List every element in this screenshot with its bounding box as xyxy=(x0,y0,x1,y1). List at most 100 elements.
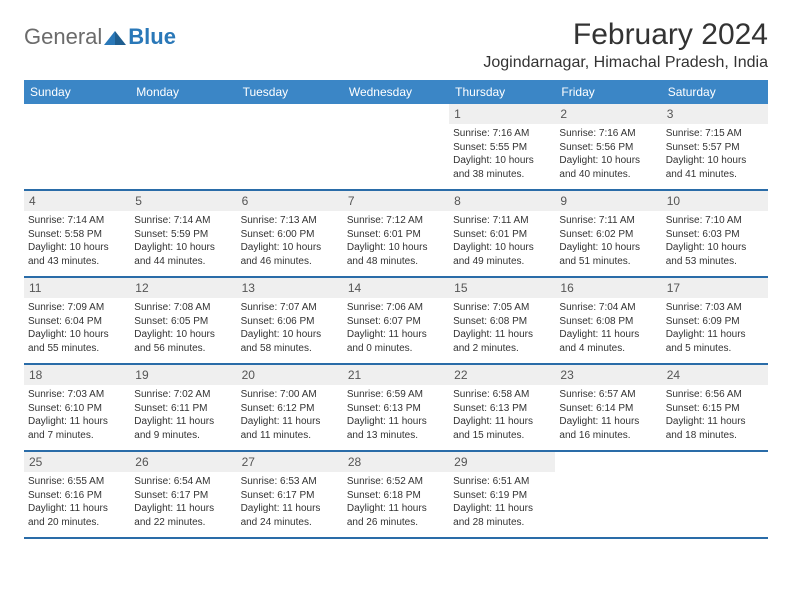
daylight-line: Daylight: 11 hours and 2 minutes. xyxy=(453,328,551,355)
sunrise-line: Sunrise: 7:09 AM xyxy=(28,301,126,315)
month-title: February 2024 xyxy=(483,18,768,52)
sunset-line: Sunset: 5:55 PM xyxy=(453,141,551,155)
sunset-line: Sunset: 6:04 PM xyxy=(28,315,126,329)
weekday-label: Saturday xyxy=(662,80,768,104)
daylight-line: Daylight: 11 hours and 7 minutes. xyxy=(28,415,126,442)
daylight-line: Daylight: 11 hours and 0 minutes. xyxy=(347,328,445,355)
calendar: Sunday Monday Tuesday Wednesday Thursday… xyxy=(24,80,768,539)
daylight-line: Daylight: 10 hours and 55 minutes. xyxy=(28,328,126,355)
sunset-line: Sunset: 6:06 PM xyxy=(241,315,339,329)
daylight-line: Daylight: 11 hours and 15 minutes. xyxy=(453,415,551,442)
day-cell: 18Sunrise: 7:03 AMSunset: 6:10 PMDayligh… xyxy=(24,365,130,450)
daylight-line: Daylight: 10 hours and 41 minutes. xyxy=(666,154,764,181)
day-cell: 23Sunrise: 6:57 AMSunset: 6:14 PMDayligh… xyxy=(555,365,661,450)
sunrise-line: Sunrise: 6:54 AM xyxy=(134,475,232,489)
weekday-label: Friday xyxy=(555,80,661,104)
day-cell xyxy=(24,104,130,189)
daylight-line: Daylight: 10 hours and 43 minutes. xyxy=(28,241,126,268)
day-number: 6 xyxy=(237,191,343,211)
week-row: 25Sunrise: 6:55 AMSunset: 6:16 PMDayligh… xyxy=(24,452,768,539)
day-cell: 24Sunrise: 6:56 AMSunset: 6:15 PMDayligh… xyxy=(662,365,768,450)
day-number: 5 xyxy=(130,191,236,211)
day-cell: 8Sunrise: 7:11 AMSunset: 6:01 PMDaylight… xyxy=(449,191,555,276)
week-row: 1Sunrise: 7:16 AMSunset: 5:55 PMDaylight… xyxy=(24,104,768,191)
sunset-line: Sunset: 6:07 PM xyxy=(347,315,445,329)
sunrise-line: Sunrise: 6:57 AM xyxy=(559,388,657,402)
daylight-line: Daylight: 10 hours and 49 minutes. xyxy=(453,241,551,268)
weeks-container: 1Sunrise: 7:16 AMSunset: 5:55 PMDaylight… xyxy=(24,104,768,539)
sunrise-line: Sunrise: 7:15 AM xyxy=(666,127,764,141)
daylight-line: Daylight: 11 hours and 13 minutes. xyxy=(347,415,445,442)
weekday-label: Sunday xyxy=(24,80,130,104)
day-cell: 25Sunrise: 6:55 AMSunset: 6:16 PMDayligh… xyxy=(24,452,130,537)
sunset-line: Sunset: 6:16 PM xyxy=(28,489,126,503)
daylight-line: Daylight: 10 hours and 51 minutes. xyxy=(559,241,657,268)
day-number: 19 xyxy=(130,365,236,385)
day-number: 14 xyxy=(343,278,449,298)
logo-text-blue: Blue xyxy=(128,24,176,50)
sunrise-line: Sunrise: 7:11 AM xyxy=(559,214,657,228)
sunset-line: Sunset: 6:17 PM xyxy=(134,489,232,503)
sunrise-line: Sunrise: 7:00 AM xyxy=(241,388,339,402)
sunset-line: Sunset: 6:03 PM xyxy=(666,228,764,242)
day-number: 16 xyxy=(555,278,661,298)
day-cell: 5Sunrise: 7:14 AMSunset: 5:59 PMDaylight… xyxy=(130,191,236,276)
sunset-line: Sunset: 6:01 PM xyxy=(347,228,445,242)
sunrise-line: Sunrise: 6:59 AM xyxy=(347,388,445,402)
location: Jogindarnagar, Himachal Pradesh, India xyxy=(483,54,768,72)
daylight-line: Daylight: 11 hours and 5 minutes. xyxy=(666,328,764,355)
day-cell xyxy=(130,104,236,189)
sunrise-line: Sunrise: 6:52 AM xyxy=(347,475,445,489)
day-cell: 9Sunrise: 7:11 AMSunset: 6:02 PMDaylight… xyxy=(555,191,661,276)
sunrise-line: Sunrise: 7:05 AM xyxy=(453,301,551,315)
daylight-line: Daylight: 10 hours and 40 minutes. xyxy=(559,154,657,181)
day-number: 11 xyxy=(24,278,130,298)
daylight-line: Daylight: 11 hours and 26 minutes. xyxy=(347,502,445,529)
day-cell: 7Sunrise: 7:12 AMSunset: 6:01 PMDaylight… xyxy=(343,191,449,276)
sunset-line: Sunset: 6:19 PM xyxy=(453,489,551,503)
day-number: 28 xyxy=(343,452,449,472)
day-cell: 19Sunrise: 7:02 AMSunset: 6:11 PMDayligh… xyxy=(130,365,236,450)
day-number: 1 xyxy=(449,104,555,124)
weekday-label: Tuesday xyxy=(237,80,343,104)
daylight-line: Daylight: 11 hours and 18 minutes. xyxy=(666,415,764,442)
day-cell: 14Sunrise: 7:06 AMSunset: 6:07 PMDayligh… xyxy=(343,278,449,363)
sunrise-line: Sunrise: 7:03 AM xyxy=(28,388,126,402)
sunrise-line: Sunrise: 7:03 AM xyxy=(666,301,764,315)
day-cell: 1Sunrise: 7:16 AMSunset: 5:55 PMDaylight… xyxy=(449,104,555,189)
day-number: 22 xyxy=(449,365,555,385)
sunset-line: Sunset: 6:18 PM xyxy=(347,489,445,503)
sunrise-line: Sunrise: 6:58 AM xyxy=(453,388,551,402)
sunset-line: Sunset: 6:09 PM xyxy=(666,315,764,329)
day-cell: 21Sunrise: 6:59 AMSunset: 6:13 PMDayligh… xyxy=(343,365,449,450)
sunrise-line: Sunrise: 7:07 AM xyxy=(241,301,339,315)
sunrise-line: Sunrise: 7:08 AM xyxy=(134,301,232,315)
sunset-line: Sunset: 6:08 PM xyxy=(559,315,657,329)
sunset-line: Sunset: 6:17 PM xyxy=(241,489,339,503)
day-cell: 3Sunrise: 7:15 AMSunset: 5:57 PMDaylight… xyxy=(662,104,768,189)
daylight-line: Daylight: 10 hours and 44 minutes. xyxy=(134,241,232,268)
day-cell: 20 Sunrise: 7:00 AMSunset: 6:12 PMDayligh… xyxy=(237,365,343,450)
sunset-line: Sunset: 6:12 PM xyxy=(241,402,339,416)
day-cell: 6Sunrise: 7:13 AMSunset: 6:00 PMDaylight… xyxy=(237,191,343,276)
day-cell: 4Sunrise: 7:14 AMSunset: 5:58 PMDaylight… xyxy=(24,191,130,276)
sunrise-line: Sunrise: 7:11 AM xyxy=(453,214,551,228)
daylight-line: Daylight: 11 hours and 11 minutes. xyxy=(241,415,339,442)
day-cell: 26Sunrise: 6:54 AMSunset: 6:17 PMDayligh… xyxy=(130,452,236,537)
day-number: 9 xyxy=(555,191,661,211)
daylight-line: Daylight: 11 hours and 16 minutes. xyxy=(559,415,657,442)
day-number: 23 xyxy=(555,365,661,385)
sunset-line: Sunset: 6:11 PM xyxy=(134,402,232,416)
daylight-line: Daylight: 11 hours and 22 minutes. xyxy=(134,502,232,529)
day-number: 20 xyxy=(237,365,343,385)
logo-text-general: General xyxy=(24,24,102,50)
sunrise-line: Sunrise: 7:02 AM xyxy=(134,388,232,402)
day-number: 15 xyxy=(449,278,555,298)
sunrise-line: Sunrise: 7:10 AM xyxy=(666,214,764,228)
day-cell: 29Sunrise: 6:51 AMSunset: 6:19 PMDayligh… xyxy=(449,452,555,537)
daylight-line: Daylight: 10 hours and 48 minutes. xyxy=(347,241,445,268)
day-number: 12 xyxy=(130,278,236,298)
sunrise-line: Sunrise: 7:14 AM xyxy=(134,214,232,228)
day-number: 4 xyxy=(24,191,130,211)
sunrise-line: Sunrise: 7:14 AM xyxy=(28,214,126,228)
